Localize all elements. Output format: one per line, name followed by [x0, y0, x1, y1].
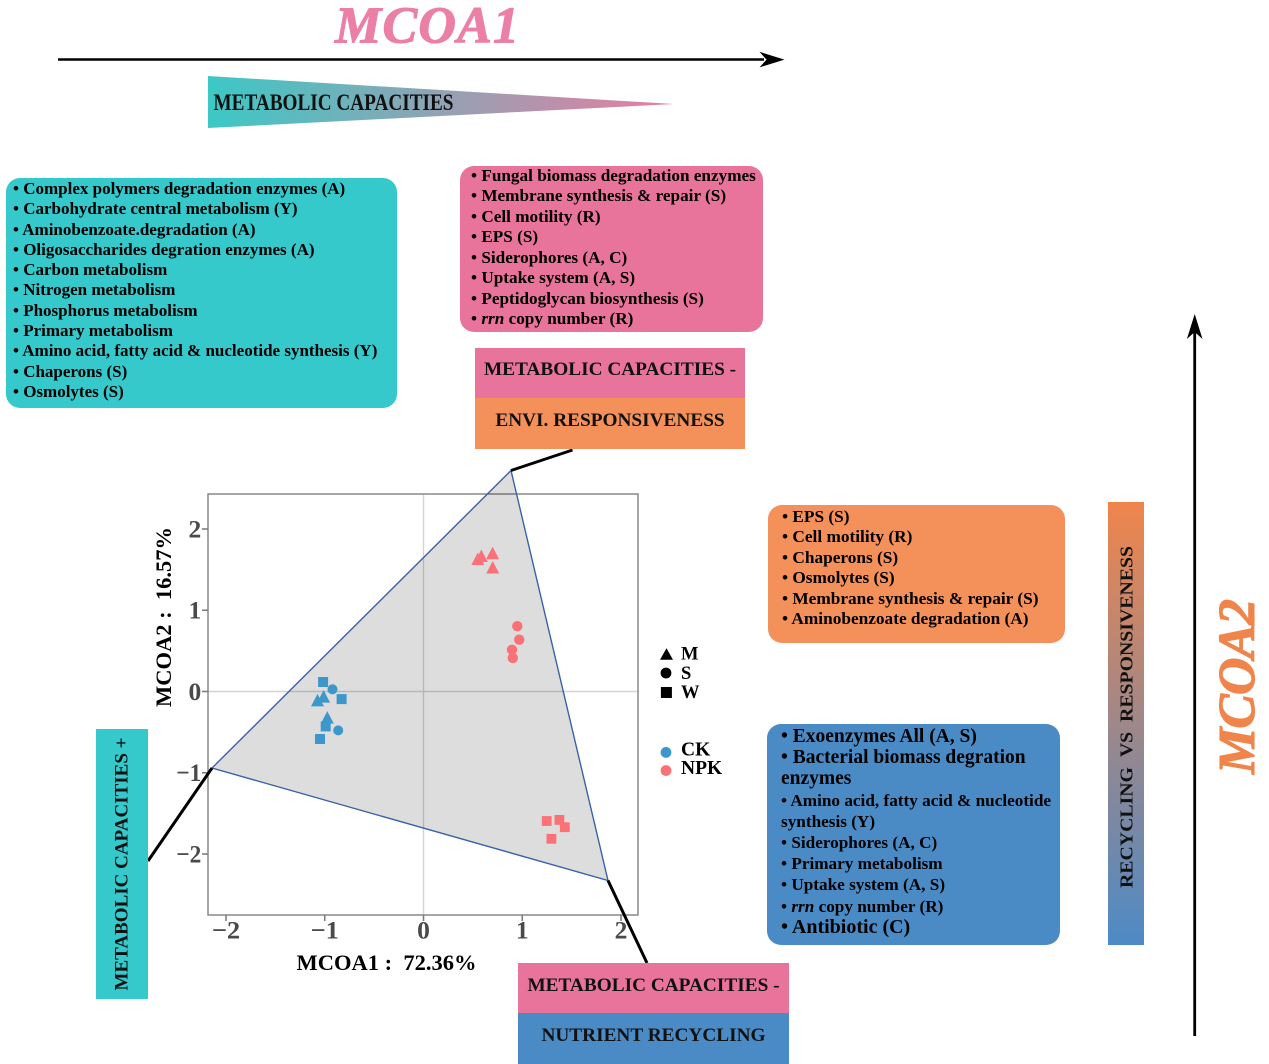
- svg-text:S: S: [681, 664, 691, 684]
- svg-text:METABOLIC CAPACITIES: METABOLIC CAPACITIES: [214, 90, 454, 115]
- svg-text:−2: −2: [212, 916, 241, 945]
- svg-text:−1: −1: [311, 916, 340, 945]
- svg-text:−2: −2: [176, 839, 201, 868]
- svg-text:MCOA1 : 72.36%: MCOA1 : 72.36%: [297, 950, 477, 975]
- svg-text:0: 0: [189, 677, 202, 706]
- svg-text:2: 2: [189, 514, 202, 543]
- svg-text:0: 0: [417, 916, 430, 945]
- svg-text:1: 1: [516, 916, 529, 945]
- svg-text:RECYCLING VS RESPONSIVENESS: RECYCLING VS RESPONSIVENESS: [1117, 546, 1137, 888]
- svg-text:MCOA2: MCOA2: [1209, 599, 1266, 775]
- svg-text:NPK: NPK: [681, 758, 723, 779]
- svg-text:−1: −1: [176, 758, 201, 787]
- svg-text:1: 1: [189, 596, 202, 625]
- svg-text:CK: CK: [681, 740, 711, 761]
- svg-text:MCOA2 : 16.57%: MCOA2 : 16.57%: [151, 527, 176, 707]
- svg-text:W: W: [681, 683, 700, 703]
- svg-text:2: 2: [615, 916, 628, 945]
- svg-text:MCOA1: MCOA1: [334, 0, 519, 55]
- svg-text:M: M: [681, 645, 698, 665]
